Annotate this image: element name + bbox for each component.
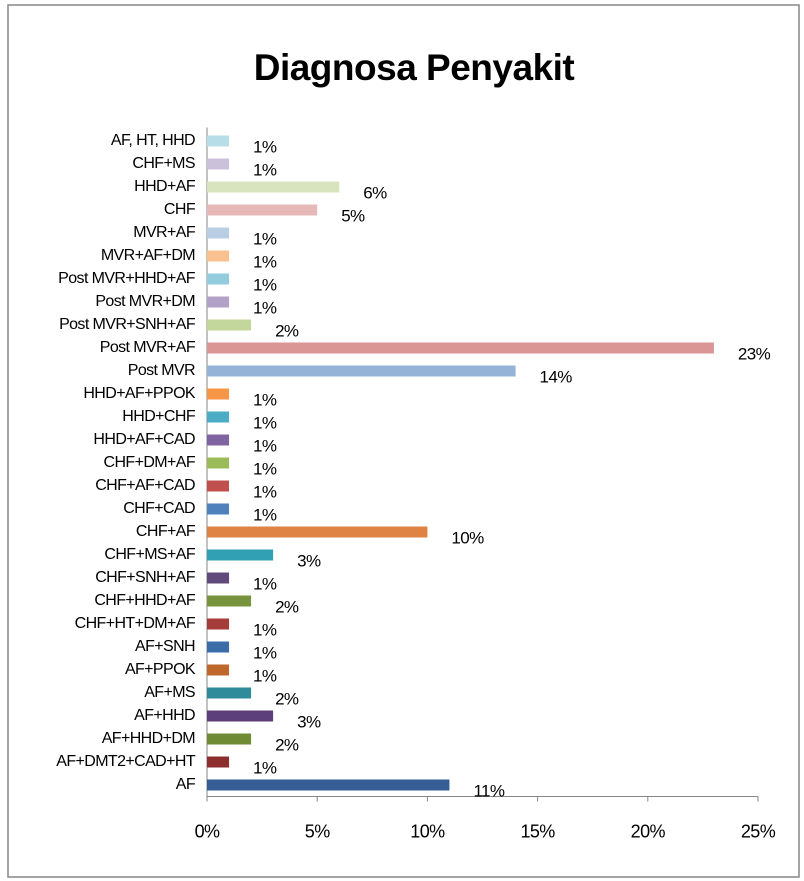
bar [207,526,428,538]
y-tick-label: AF+PPOK [125,661,196,678]
y-tick-label: AF+HHD [134,707,195,724]
y-tick-label: HHD+CHF [122,408,196,425]
bar [207,181,340,193]
bar [207,503,230,515]
y-tick-label: CHF+DM+AF [104,454,196,471]
bar [207,641,230,653]
value-label: 1% [253,436,277,455]
value-label: 2% [275,689,299,708]
value-label: 1% [253,620,277,639]
y-tick-label: AF, HT, HHD [111,132,195,149]
value-label: 1% [253,482,277,501]
bar [207,204,318,216]
bar [207,158,230,170]
value-label: 1% [253,505,277,524]
y-tick-label: AF+MS [144,684,195,701]
bar [207,411,230,423]
y-tick-label: CHF+SNH+AF [95,569,196,586]
x-tick-label: 25% [741,821,776,841]
bar [207,457,230,469]
value-label: 5% [341,206,365,225]
y-tick-label: Post MVR+SNH+AF [59,316,196,333]
y-tick-label: HHD+AF+CAD [93,431,195,448]
bar [207,572,230,584]
value-label: 6% [363,183,387,202]
value-label: 2% [275,321,299,340]
bar [207,227,230,239]
value-label: 1% [253,666,277,685]
value-label: 1% [253,275,277,294]
bar [207,618,230,630]
y-tick-label: CHF+MS+AF [104,546,195,563]
bar [207,733,252,745]
bar [207,595,252,607]
value-label: 1% [253,229,277,248]
bar [207,434,230,446]
y-tick-label: Post MVR+AF [100,339,196,356]
bar [207,664,230,676]
chart-title: Diagnosa Penyakit [254,47,575,88]
chart-frame [7,4,800,878]
y-tick-label: MVR+AF+DM [101,247,195,264]
y-tick-label: AF+HHD+DM [102,730,196,747]
bar [207,135,230,147]
y-tick-label: HHD+AF+PPOK [83,385,196,402]
x-tick-label: 20% [631,821,666,841]
value-label: 3% [297,551,321,570]
bar [207,549,274,561]
y-tick-label: CHF [164,201,196,218]
y-tick-label: Post MVR+DM [95,293,195,310]
x-tick-label: 15% [520,821,555,841]
value-label: 14% [540,367,573,386]
bar [207,365,516,377]
y-tick-label: CHF+HHD+AF [94,592,196,609]
y-tick-label: CHF+AF+CAD [95,477,195,494]
value-label: 2% [275,597,299,616]
value-label: 1% [253,758,277,777]
bar [207,710,274,722]
bar [207,480,230,492]
bar [207,319,252,331]
value-label: 3% [297,712,321,731]
bar [207,273,230,285]
value-label: 11% [473,781,504,800]
y-tick-label: AF [176,776,196,793]
value-label: 10% [451,528,484,547]
value-label: 1% [253,459,277,478]
value-label: 1% [253,137,277,156]
bar [207,342,714,354]
bar [207,779,450,791]
y-tick-label: MVR+AF [133,224,196,241]
y-tick-label: Post MVR [128,362,195,379]
x-tick-label: 5% [305,821,330,841]
y-tick-label: HHD+AF [134,178,196,195]
y-tick-label: CHF+AF [136,523,196,540]
y-tick-label: AF+DMT2+CAD+HT [56,753,196,770]
value-label: 1% [253,413,277,432]
value-label: 1% [253,643,277,662]
bar [207,687,252,699]
value-label: 2% [275,735,299,754]
y-tick-label: Post MVR+HHD+AF [58,270,196,287]
y-tick-label: AF+SNH [135,638,195,655]
value-label: 23% [738,344,771,363]
y-tick-label: CHF+CAD [123,500,195,517]
bar [207,296,230,308]
bar [207,756,230,768]
value-label: 1% [253,160,277,179]
value-label: 1% [253,390,277,409]
bar [207,388,230,400]
x-tick-label: 0% [195,821,220,841]
value-label: 1% [253,574,277,593]
value-label: 1% [253,298,277,317]
y-tick-label: CHF+MS [132,155,195,172]
bar [207,250,230,262]
x-tick-label: 10% [410,821,445,841]
y-tick-label: CHF+HT+DM+AF [75,615,196,632]
value-label: 1% [253,252,277,271]
